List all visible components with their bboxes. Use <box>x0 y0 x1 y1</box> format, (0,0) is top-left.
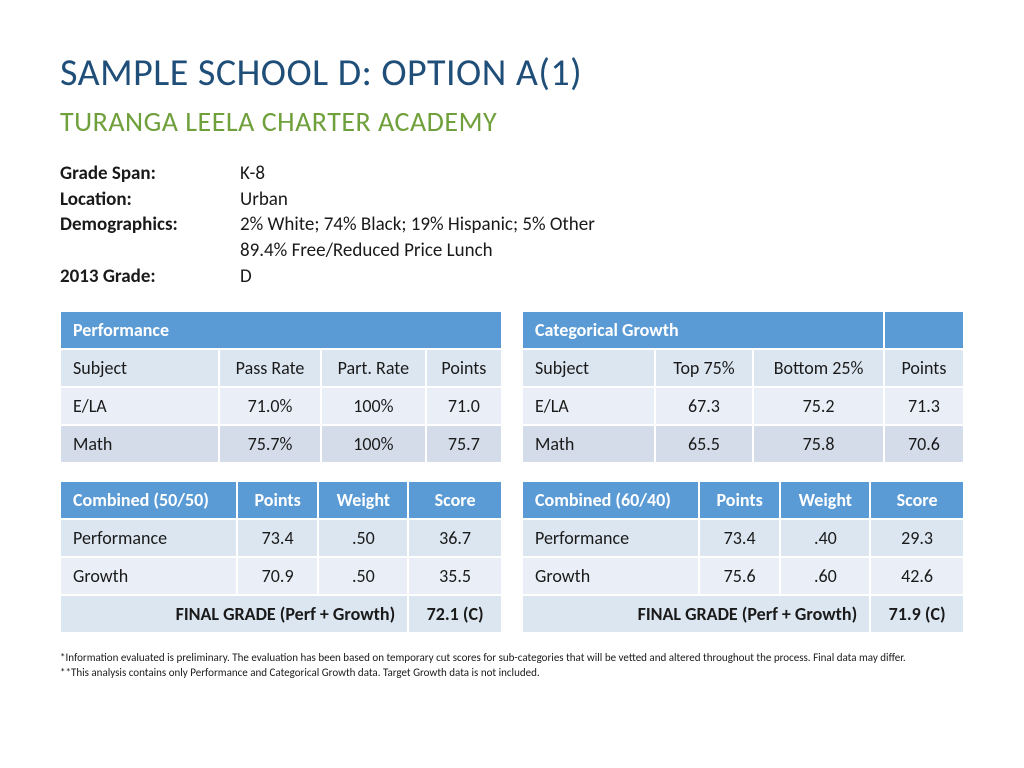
cell: 75.6 <box>699 557 781 595</box>
cell: .40 <box>780 519 870 557</box>
page-title: SAMPLE SCHOOL D: OPTION A(1) <box>60 50 964 96</box>
cell: 35.5 <box>408 557 502 595</box>
col-weight: Weight <box>780 481 870 519</box>
cell: E/LA <box>522 387 655 425</box>
cell: Performance <box>60 519 237 557</box>
footnote-1: *Information evaluated is preliminary. T… <box>60 651 964 665</box>
growth-header: Categorical Growth <box>522 311 884 349</box>
col-weight: Weight <box>318 481 408 519</box>
growth-table: Categorical Growth Subject Top 75% Botto… <box>522 311 964 463</box>
cell: 29.3 <box>870 519 964 557</box>
demographics-value-2: 89.4% Free/Reduced Price Lunch <box>240 238 964 264</box>
col-score: Score <box>408 481 502 519</box>
col-points: Points <box>426 349 502 387</box>
location-label: Location: <box>60 187 240 213</box>
school-name: TURANGA LEELA CHARTER ACADEMY <box>60 104 964 139</box>
grade-2013-label: 2013 Grade: <box>60 264 240 290</box>
location-value: Urban <box>240 187 964 213</box>
cell: 75.7% <box>219 425 321 463</box>
grade-span-value: K-8 <box>240 161 964 187</box>
grade-span-label: Grade Span: <box>60 161 240 187</box>
combined-5050-table: Combined (50/50) Points Weight Score Per… <box>60 481 502 633</box>
col-bot25: Bottom 25% <box>753 349 884 387</box>
cell: 75.8 <box>753 425 884 463</box>
cell: 71.0% <box>219 387 321 425</box>
info-block: Grade Span: K-8 Location: Urban Demograp… <box>60 161 964 289</box>
cell: Math <box>522 425 655 463</box>
combined-6040-header: Combined (60/40) <box>522 481 699 519</box>
combined-6040-table: Combined (60/40) Points Weight Score Per… <box>522 481 964 633</box>
cell: 73.4 <box>237 519 319 557</box>
performance-table: Performance Subject Pass Rate Part. Rate… <box>60 311 502 463</box>
cell: .60 <box>780 557 870 595</box>
col-top75: Top 75% <box>655 349 754 387</box>
cell: E/LA <box>60 387 219 425</box>
performance-header: Performance <box>60 311 502 349</box>
cell: Math <box>60 425 219 463</box>
col-subject: Subject <box>60 349 219 387</box>
footnote-2: **This analysis contains only Performanc… <box>60 666 964 680</box>
cell: 65.5 <box>655 425 754 463</box>
cell: 100% <box>321 425 426 463</box>
cell: 75.2 <box>753 387 884 425</box>
combined-5050-header: Combined (50/50) <box>60 481 237 519</box>
cell: Growth <box>522 557 699 595</box>
demographics-value-1: 2% White; 74% Black; 19% Hispanic; 5% Ot… <box>240 212 964 238</box>
final-grade-label: FINAL GRADE (Perf + Growth) <box>522 595 870 633</box>
cell: 73.4 <box>699 519 781 557</box>
cell: 75.7 <box>426 425 502 463</box>
cell: 36.7 <box>408 519 502 557</box>
cell: 42.6 <box>870 557 964 595</box>
top-tables-row: Performance Subject Pass Rate Part. Rate… <box>60 311 964 463</box>
demographics-label: Demographics: <box>60 212 240 238</box>
demographics-label-blank <box>60 238 240 264</box>
col-points: Points <box>237 481 319 519</box>
cell: 70.6 <box>884 425 964 463</box>
cell: 71.3 <box>884 387 964 425</box>
cell: 70.9 <box>237 557 319 595</box>
footnotes: *Information evaluated is preliminary. T… <box>60 651 964 680</box>
cell: Performance <box>522 519 699 557</box>
cell: 67.3 <box>655 387 754 425</box>
bottom-tables-row: Combined (50/50) Points Weight Score Per… <box>60 481 964 633</box>
cell: 100% <box>321 387 426 425</box>
col-pass-rate: Pass Rate <box>219 349 321 387</box>
cell: Growth <box>60 557 237 595</box>
final-grade-value: 72.1 (C) <box>408 595 502 633</box>
final-grade-label: FINAL GRADE (Perf + Growth) <box>60 595 408 633</box>
col-points: Points <box>884 349 964 387</box>
cell: .50 <box>318 557 408 595</box>
col-score: Score <box>870 481 964 519</box>
grade-2013-value: D <box>240 264 964 290</box>
col-part-rate: Part. Rate <box>321 349 426 387</box>
col-subject: Subject <box>522 349 655 387</box>
col-points: Points <box>699 481 781 519</box>
growth-header-blank <box>884 311 964 349</box>
cell: 71.0 <box>426 387 502 425</box>
final-grade-value: 71.9 (C) <box>870 595 964 633</box>
cell: .50 <box>318 519 408 557</box>
